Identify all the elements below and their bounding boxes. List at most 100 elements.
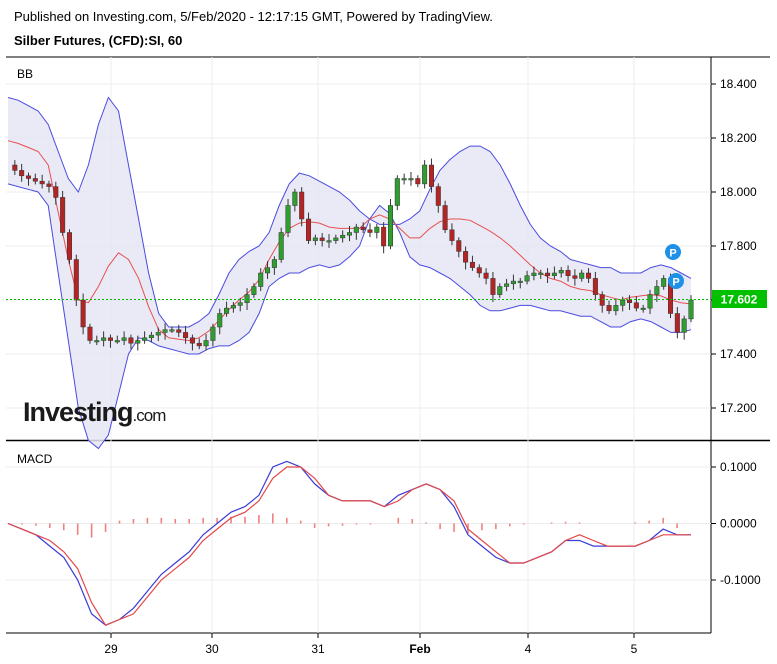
- price-marker-label: P: [672, 277, 679, 289]
- instrument-title: Silber Futures, (CFD):SI, 60: [14, 33, 183, 48]
- candle-body: [674, 313, 680, 333]
- candle-body: [121, 337, 127, 341]
- candle-body: [538, 272, 544, 275]
- candle-body: [463, 251, 469, 263]
- macd-axis-ticks: 0.1000 0.0000 -0.1000: [711, 460, 761, 587]
- candle-body: [299, 191, 305, 220]
- candle-body: [565, 270, 571, 276]
- candle-body: [94, 340, 100, 343]
- published-line: Published on Investing.com, 5/Feb/2020 -…: [14, 9, 493, 24]
- price-marker-1[interactable]: P: [665, 244, 681, 260]
- x-tick-label: 31: [311, 642, 325, 656]
- candle-body: [271, 259, 277, 268]
- candle-body: [681, 318, 687, 333]
- candle-body: [80, 299, 86, 328]
- candle-body: [12, 164, 18, 171]
- candle-body: [19, 170, 25, 177]
- candle-body: [640, 307, 646, 310]
- candle-body: [442, 205, 448, 231]
- candle-body: [66, 232, 72, 260]
- candle-body: [654, 286, 660, 295]
- candle-body: [162, 329, 168, 333]
- price-marker-icon[interactable]: [665, 244, 681, 260]
- candle-body: [381, 226, 387, 247]
- candle-body: [579, 272, 585, 279]
- y-tick-label: -0.1000: [720, 573, 761, 587]
- candle-body: [176, 329, 182, 333]
- candle-body: [401, 178, 407, 181]
- candle-body: [510, 280, 516, 285]
- price-marker-2[interactable]: P: [668, 273, 684, 289]
- candle-body: [545, 272, 551, 276]
- candle-body: [53, 186, 59, 198]
- candle-body: [148, 334, 154, 339]
- candle-body: [60, 197, 66, 233]
- candle-body: [251, 286, 257, 295]
- candle-body: [517, 280, 523, 283]
- candle-body: [633, 302, 639, 309]
- candle-body: [586, 272, 592, 279]
- candle-body: [155, 332, 161, 336]
- candle-body: [353, 226, 359, 233]
- candle-body: [504, 283, 510, 287]
- candle-body: [230, 305, 236, 309]
- candle-body: [135, 340, 141, 344]
- y-tick-label: 17.400: [720, 347, 757, 361]
- candle-body: [661, 278, 667, 287]
- candle-body: [285, 205, 291, 233]
- candle-body: [87, 326, 93, 341]
- candle-body: [340, 234, 346, 239]
- candle-body: [456, 240, 462, 252]
- y-tick-label: 17.200: [720, 401, 757, 415]
- candle-body: [613, 305, 619, 312]
- candle-body: [599, 294, 605, 306]
- candle-body: [306, 218, 312, 241]
- candle-body: [647, 294, 653, 309]
- current-price-label: 17.602: [721, 293, 758, 307]
- bollinger-lower-line: [7, 183, 692, 450]
- price-marker-icon[interactable]: [668, 273, 684, 289]
- candle-body: [367, 229, 373, 233]
- price-marker-label: P: [669, 248, 676, 260]
- candle-body: [387, 205, 393, 247]
- candlestick-series: [12, 158, 694, 351]
- candle-body: [196, 342, 202, 347]
- candle-body: [415, 178, 421, 185]
- candle-body: [422, 164, 428, 185]
- current-price-tag: [712, 290, 767, 308]
- candle-body: [374, 226, 380, 233]
- candle-body: [435, 186, 441, 206]
- x-tick-label: 29: [104, 642, 118, 656]
- candle-body: [490, 278, 496, 295]
- candle-body: [312, 237, 318, 241]
- candle-body: [142, 337, 148, 341]
- time-axis-ticks: 29 30 31 Feb 4 5: [104, 633, 638, 656]
- candle-body: [258, 272, 264, 287]
- x-tick-label: 4: [525, 642, 532, 656]
- candle-body: [46, 183, 52, 187]
- candle-body: [551, 272, 557, 276]
- candle-body: [360, 226, 366, 231]
- candle-body: [469, 261, 475, 268]
- macd-line: [7, 460, 691, 626]
- price-axis-ticks: 18.40018.20018.00017.80017.60017.40017.2…: [711, 77, 757, 415]
- candle-body: [572, 275, 578, 279]
- candle-body: [265, 267, 271, 274]
- candle-body: [73, 259, 79, 301]
- candle-body: [333, 237, 339, 241]
- candle-body: [237, 302, 243, 306]
- candle-body: [189, 337, 195, 344]
- candle-body: [210, 326, 216, 341]
- candle-body: [394, 178, 400, 206]
- candle-body: [620, 299, 626, 306]
- candle-body: [408, 178, 414, 181]
- candle-body: [128, 337, 134, 344]
- y-tick-label: 0.0000: [720, 517, 757, 531]
- candle-body: [217, 313, 223, 328]
- candle-body: [531, 272, 537, 276]
- candle-body: [319, 237, 325, 241]
- candle-body: [25, 175, 31, 179]
- y-tick-label: 18.400: [720, 77, 757, 91]
- candle-body: [476, 267, 482, 274]
- candle-body: [292, 191, 298, 206]
